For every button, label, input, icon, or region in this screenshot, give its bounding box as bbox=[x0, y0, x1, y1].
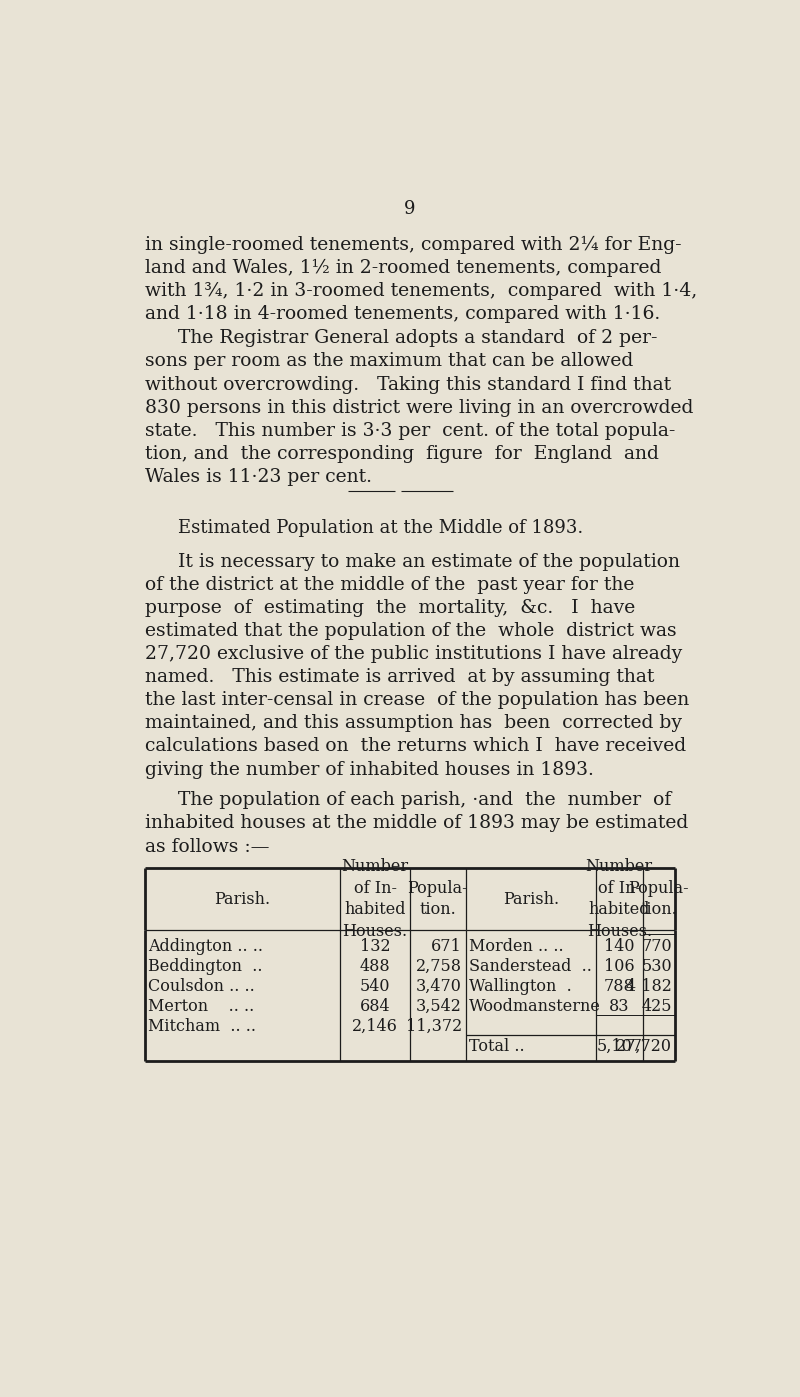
Text: and 1·18 in 4-roomed tenements, compared with 1·16.: and 1·18 in 4-roomed tenements, compared… bbox=[145, 305, 660, 323]
Text: It is necessary to make an estimate of the population: It is necessary to make an estimate of t… bbox=[178, 553, 679, 570]
Text: Parish.: Parish. bbox=[214, 891, 270, 908]
Text: in single-roomed tenements, compared with 2¼ for Eng-: in single-roomed tenements, compared wit… bbox=[145, 236, 682, 253]
Text: Parish.: Parish. bbox=[503, 891, 559, 908]
Text: 671: 671 bbox=[431, 937, 462, 954]
Text: of the district at the middle of the  past year for the: of the district at the middle of the pas… bbox=[145, 576, 634, 594]
Text: 2,758: 2,758 bbox=[416, 957, 462, 975]
Text: Total ..: Total .. bbox=[469, 1038, 525, 1055]
Text: with 1¾, 1·2 in 3-roomed tenements,  compared  with 1·4,: with 1¾, 1·2 in 3-roomed tenements, comp… bbox=[145, 282, 698, 299]
Text: 530: 530 bbox=[642, 957, 672, 975]
Text: Number
of In-
habited
Houses.: Number of In- habited Houses. bbox=[586, 858, 653, 940]
Text: state.   This number is 3·3 per  cent. of the total popula-: state. This number is 3·3 per cent. of t… bbox=[145, 422, 675, 440]
Text: 9: 9 bbox=[404, 200, 416, 218]
Text: giving the number of inhabited houses in 1893.: giving the number of inhabited houses in… bbox=[145, 760, 594, 778]
Text: Beddington  ..: Beddington .. bbox=[148, 957, 262, 975]
Text: Coulsdon .. ..: Coulsdon .. .. bbox=[148, 978, 254, 995]
Text: 788: 788 bbox=[604, 978, 634, 995]
Text: 83: 83 bbox=[609, 997, 630, 1014]
Text: Estimated Population at the Middle of 1893.: Estimated Population at the Middle of 18… bbox=[178, 518, 582, 536]
Text: 27,720 exclusive of the public institutions I have already: 27,720 exclusive of the public instituti… bbox=[145, 645, 682, 664]
Text: calculations based on  the returns which I  have received: calculations based on the returns which … bbox=[145, 738, 686, 756]
Text: Number
of In-
habited
Houses.: Number of In- habited Houses. bbox=[342, 858, 409, 940]
Text: The population of each parish, ·and  the  number  of: The population of each parish, ·and the … bbox=[178, 791, 670, 809]
Text: Addington .. ..: Addington .. .. bbox=[148, 937, 263, 954]
Text: The Registrar General adopts a standard  of 2 per-: The Registrar General adopts a standard … bbox=[178, 330, 657, 348]
Text: 684: 684 bbox=[360, 997, 390, 1014]
Text: 106: 106 bbox=[604, 957, 634, 975]
Text: without overcrowding.   Taking this standard I find that: without overcrowding. Taking this standa… bbox=[145, 376, 671, 394]
Text: 488: 488 bbox=[360, 957, 390, 975]
Text: estimated that the population of the  whole  district was: estimated that the population of the who… bbox=[145, 622, 677, 640]
Text: 2,146: 2,146 bbox=[352, 1017, 398, 1035]
Text: sons per room as the maximum that can be allowed: sons per room as the maximum that can be… bbox=[145, 352, 634, 370]
Text: Popula-
tion.: Popula- tion. bbox=[407, 880, 468, 918]
Text: 425: 425 bbox=[642, 997, 672, 1014]
Text: the last inter-censal in crease  of the population has been: the last inter-censal in crease of the p… bbox=[145, 692, 690, 710]
Text: 27,720: 27,720 bbox=[616, 1038, 672, 1055]
Text: 140: 140 bbox=[604, 937, 634, 954]
Text: inhabited houses at the middle of 1893 may be estimated: inhabited houses at the middle of 1893 m… bbox=[145, 814, 688, 833]
Text: maintained, and this assumption has  been  corrected by: maintained, and this assumption has been… bbox=[145, 714, 682, 732]
Text: Woodmansterne: Woodmansterne bbox=[469, 997, 601, 1014]
Text: 830 persons in this district were living in an overcrowded: 830 persons in this district were living… bbox=[145, 398, 694, 416]
Text: 132: 132 bbox=[360, 937, 390, 954]
Text: 770: 770 bbox=[642, 937, 672, 954]
Text: as follows :—: as follows :— bbox=[145, 838, 270, 855]
Text: 540: 540 bbox=[360, 978, 390, 995]
Text: named.   This estimate is arrived  at by assuming that: named. This estimate is arrived at by as… bbox=[145, 668, 654, 686]
Text: 3,542: 3,542 bbox=[416, 997, 462, 1014]
Text: Wales is 11·23 per cent.: Wales is 11·23 per cent. bbox=[145, 468, 372, 486]
Text: Wallington  .: Wallington . bbox=[469, 978, 572, 995]
Text: Merton    .. ..: Merton .. .. bbox=[148, 997, 254, 1014]
Text: Mitcham  .. ..: Mitcham .. .. bbox=[148, 1017, 256, 1035]
Text: land and Wales, 1½ in 2-roomed tenements, compared: land and Wales, 1½ in 2-roomed tenements… bbox=[145, 258, 662, 277]
Text: 5,107: 5,107 bbox=[596, 1038, 642, 1055]
Text: Sanderstead  ..: Sanderstead .. bbox=[469, 957, 592, 975]
Text: purpose  of  estimating  the  mortality,  &c.   I  have: purpose of estimating the mortality, &c.… bbox=[145, 599, 635, 617]
Text: Popula-
tion.: Popula- tion. bbox=[629, 880, 689, 918]
Text: Morden .. ..: Morden .. .. bbox=[469, 937, 563, 954]
Text: 11,372: 11,372 bbox=[406, 1017, 462, 1035]
Text: 4 182: 4 182 bbox=[626, 978, 672, 995]
Text: tion, and  the corresponding  figure  for  England  and: tion, and the corresponding figure for E… bbox=[145, 444, 659, 462]
Text: 3,470: 3,470 bbox=[416, 978, 462, 995]
